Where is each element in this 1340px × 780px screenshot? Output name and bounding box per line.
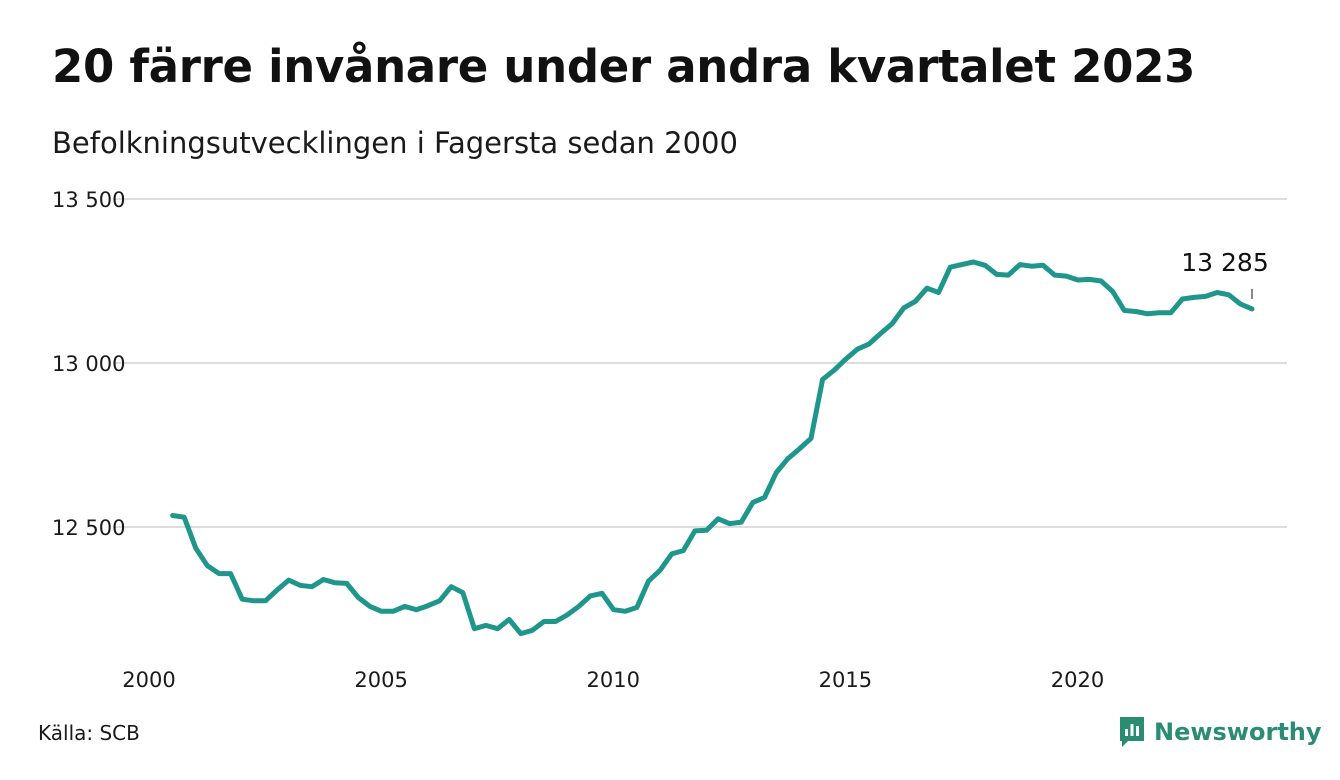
end-value-label: 13 285 bbox=[1181, 248, 1268, 277]
x-tick-label: 2010 bbox=[587, 668, 640, 692]
chart-subtitle: Befolkningsutvecklingen i Fagersta sedan… bbox=[52, 126, 738, 160]
brand-name: Newsworthy bbox=[1154, 718, 1322, 746]
population-line bbox=[170, 259, 1255, 637]
newsworthy-logo-icon bbox=[1120, 717, 1144, 747]
y-axis-ticks: 12 500 13 000 13 500 bbox=[52, 188, 125, 540]
x-tick-label: 2005 bbox=[354, 668, 407, 692]
y-tick-label: 13 500 bbox=[52, 188, 125, 212]
y-tick-label: 12 500 bbox=[52, 516, 125, 540]
x-tick-label: 2015 bbox=[819, 668, 872, 692]
x-tick-label: 2020 bbox=[1051, 668, 1104, 692]
x-tick-label: 2000 bbox=[122, 668, 175, 692]
source-credit: Källa: SCB bbox=[38, 721, 140, 745]
y-tick-label: 13 000 bbox=[52, 352, 125, 376]
gridlines bbox=[113, 198, 1287, 528]
brand-logo: Newsworthy bbox=[1118, 714, 1322, 750]
chart-title: 20 färre invånare under andra kvartalet … bbox=[52, 40, 1196, 93]
x-axis-ticks: 2000 2005 2010 2015 2020 bbox=[122, 668, 1104, 692]
